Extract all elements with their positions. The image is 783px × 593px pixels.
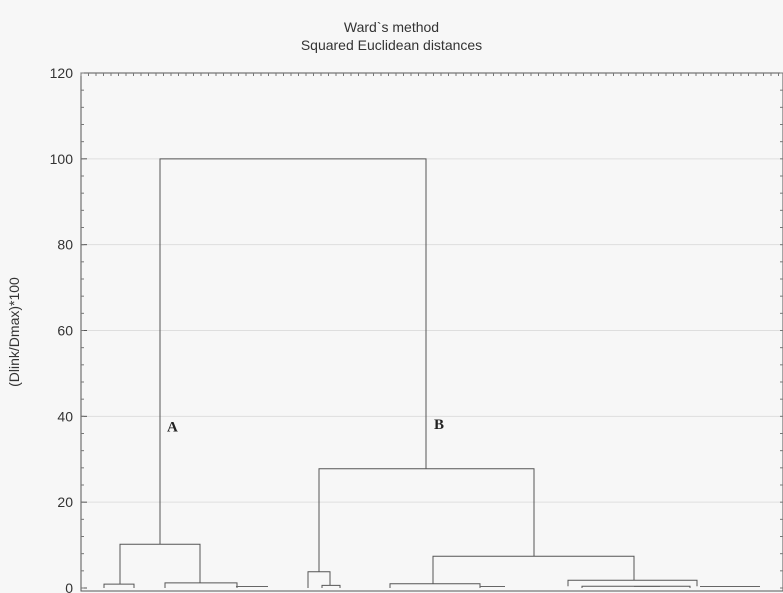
dendrogram-link xyxy=(389,583,481,588)
y-tick-label: 20 xyxy=(57,494,73,510)
y-tick-label: 80 xyxy=(57,237,73,253)
dendrogram-link xyxy=(567,579,698,587)
dendrogram-link xyxy=(159,158,427,545)
y-tick-label: 40 xyxy=(57,408,73,424)
dendrogram-link xyxy=(164,582,238,588)
y-tick-label: 0 xyxy=(65,580,73,593)
dendrogram-link xyxy=(318,468,535,572)
plot-area-frame xyxy=(80,72,783,592)
y-tick-label: 120 xyxy=(50,65,74,81)
dendrogram-link xyxy=(432,555,635,584)
cluster-label-a: A xyxy=(167,419,178,435)
dendrogram-link xyxy=(119,543,201,585)
chart-subtitle: Squared Euclidean distances xyxy=(300,37,483,53)
dendrogram-link xyxy=(321,584,341,588)
dendrogram-links xyxy=(103,158,760,588)
dendrogram-link xyxy=(103,583,135,588)
chart-title: Ward`s method xyxy=(343,19,440,35)
dendrogram-link xyxy=(307,571,331,588)
minor-ticks xyxy=(80,72,783,589)
cluster-label-b: B xyxy=(434,417,444,433)
y-tick-labels: 0 20 40 60 80 100 120 xyxy=(50,65,74,593)
grid-lines xyxy=(81,158,783,503)
y-tick-label: 60 xyxy=(57,323,73,339)
y-tick-label: 100 xyxy=(50,151,74,167)
